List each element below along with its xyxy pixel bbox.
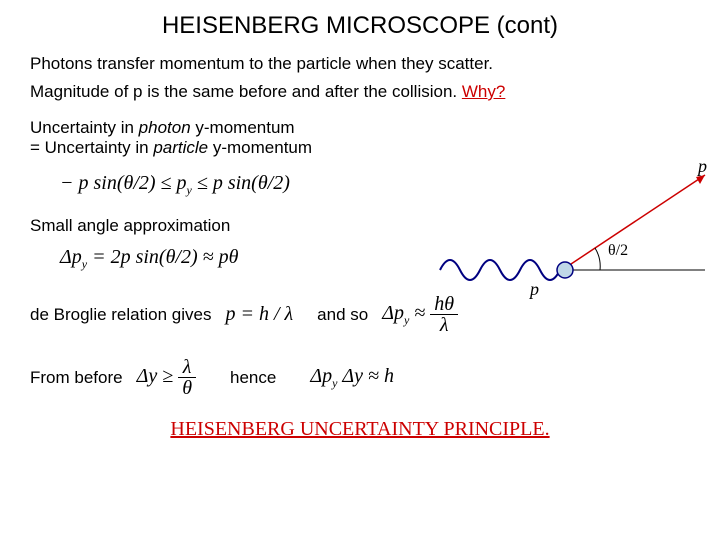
incoming-wave (440, 260, 560, 280)
debroglie-label: de Broglie relation gives (30, 305, 211, 325)
particle-icon (557, 262, 573, 278)
angle-arc (595, 248, 600, 270)
slide-title: HEISENBERG MICROSCOPE (cont) (0, 0, 720, 50)
eq1b: ≤ p sin(θ/2) (192, 172, 290, 194)
eq1a: − p sin(θ/2) ≤ p (60, 172, 187, 194)
angle-label: θ/2 (608, 242, 628, 259)
eq6a: Δp (310, 365, 332, 387)
and-so: and so (317, 305, 368, 325)
u2a: = Uncertainty in (30, 138, 153, 157)
equation-3: p = h / λ (225, 303, 293, 326)
eq5lhs: Δy ≥ (137, 365, 179, 387)
scattered-ray (565, 175, 705, 268)
u1a: Uncertainty in (30, 118, 139, 137)
eq5den: θ (178, 378, 196, 398)
text-line-1: Photons transfer momentum to the particl… (0, 50, 720, 78)
equation-6: Δpy Δy ≈ h (310, 365, 394, 391)
uncertainty-block: Uncertainty in photon y-momentum = Uncer… (0, 114, 440, 162)
eq6b: Δy ≈ h (337, 365, 394, 387)
eq4sub: y (404, 313, 409, 327)
line2-pre: Magnitude of p is the same before and af… (30, 82, 462, 101)
equation-1: − p sin(θ/2) ≤ py ≤ p sin(θ/2) (0, 162, 410, 202)
equation-5: Δy ≥ λθ (137, 357, 196, 398)
eq4a: Δp (382, 302, 404, 324)
p-out-label: p (696, 160, 707, 176)
u1b: y-momentum (191, 118, 295, 137)
eq2b: = 2p sin(θ/2) ≈ pθ (87, 246, 238, 268)
u2b: y-momentum (208, 138, 312, 157)
from-before-label: From before (30, 368, 123, 388)
text-line-2: Magnitude of p is the same before and af… (0, 78, 720, 106)
p-in-label: p (528, 279, 539, 299)
scattering-diagram: p p θ/2 (430, 160, 710, 310)
from-before-row: From before Δy ≥ λθ hence Δpy Δy ≈ h (0, 341, 720, 404)
eq5num: λ (178, 357, 196, 378)
eq4den: λ (430, 315, 458, 335)
hup-footer: HEISENBERG UNCERTAINTY PRINCIPLE. (0, 418, 720, 441)
u-photon: photon (139, 118, 191, 137)
eq2a: Δp (60, 246, 82, 268)
why-link: Why? (462, 82, 505, 101)
hence-label: hence (230, 368, 276, 388)
u-particle: particle (153, 138, 208, 157)
